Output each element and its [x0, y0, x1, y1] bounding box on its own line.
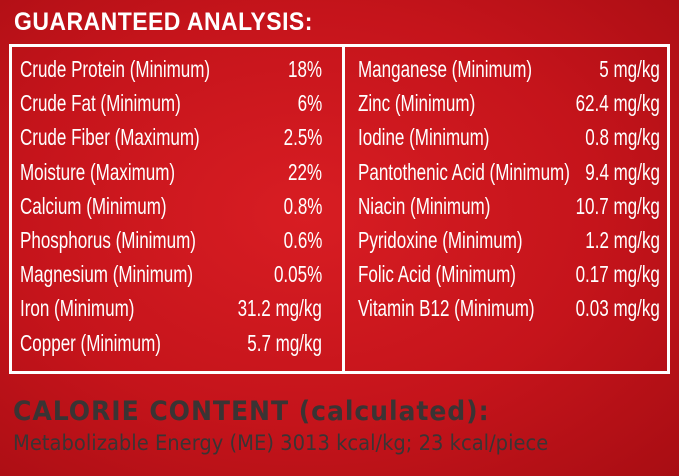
nutrient-value: 0.17 mg/kg: [575, 261, 660, 288]
nutrient-value: 18%: [287, 56, 322, 82]
nutrient-value: 10.7 mg/kg: [575, 192, 660, 219]
table-row: Iodine (Minimum) 0.8 mg/kg: [358, 121, 660, 155]
divider: [342, 47, 345, 371]
table-row: Vitamin B12 (Minimum) 0.03 mg/kg: [358, 292, 660, 326]
table-row: Zinc (Minimum) 62.4 mg/kg: [358, 87, 660, 121]
nutrient-name: Vitamin B12 (Minimum): [358, 295, 535, 322]
table-row: Crude Fat (Minimum) 6%: [20, 87, 322, 121]
nutrient-value: 31.2 mg/kg: [237, 295, 322, 322]
nutrient-name: Copper (Minimum): [20, 329, 161, 356]
nutrient-value: 0.6%: [283, 226, 322, 253]
nutrient-name: Niacin (Minimum): [358, 192, 491, 219]
nutrient-name: Crude Fat (Minimum): [20, 90, 181, 117]
table-row: Phosphorus (Minimum) 0.6%: [20, 224, 322, 258]
table-row: Pyridoxine (Minimum) 1.2 mg/kg: [358, 224, 660, 258]
nutrient-name: Crude Protein (Minimum): [20, 56, 211, 82]
table-row: Pantothenic Acid (Minimum) 9.4 mg/kg: [358, 156, 660, 190]
right-column: Manganese (Minimum) 5 mg/kg Zinc (Minimum)…: [358, 53, 660, 327]
nutrient-value: 0.03 mg/kg: [575, 295, 660, 322]
nutrient-name: Pantothenic Acid (Minimum): [358, 158, 570, 185]
calorie-text: Metabolizable Energy (ME) 3013 kcal/kg; …: [13, 431, 549, 455]
nutrient-value: 0.05%: [273, 261, 322, 288]
nutrient-value: 0.8 mg/kg: [585, 124, 660, 151]
nutrient-value: 5 mg/kg: [599, 56, 660, 82]
nutrient-value: 5.7 mg/kg: [247, 329, 322, 356]
table-row: Magnesium (Minimum) 0.05%: [20, 258, 322, 292]
nutrient-value: 9.4 mg/kg: [585, 158, 660, 185]
nutrient-value: 0.8%: [283, 192, 322, 219]
nutrient-name: Calcium (Minimum): [20, 192, 167, 219]
calorie-title: CALORIE CONTENT (calculated):: [13, 396, 490, 427]
table-row: Niacin (Minimum) 10.7 mg/kg: [358, 190, 660, 224]
nutrient-name: Iodine (Minimum): [358, 124, 490, 151]
title: GUARANTEED ANALYSIS:: [14, 8, 313, 36]
nutrient-value: 1.2 mg/kg: [585, 226, 660, 253]
table-row: Manganese (Minimum) 5 mg/kg: [358, 53, 660, 87]
table-row: Crude Protein (Minimum) 18%: [20, 53, 322, 87]
nutrient-name: Pyridoxine (Minimum): [358, 226, 523, 253]
table-row: Copper (Minimum) 5.7 mg/kg: [20, 327, 322, 361]
nutrient-name: Iron (Minimum): [20, 295, 135, 322]
nutrient-value: 6%: [297, 90, 322, 117]
table-row: Moisture (Maximum) 22%: [20, 156, 322, 190]
nutrient-value: 22%: [287, 158, 322, 185]
nutrient-name: Zinc (Minimum): [358, 90, 476, 117]
nutrient-name: Moisture (Maximum): [20, 158, 176, 185]
table-row: Calcium (Minimum) 0.8%: [20, 190, 322, 224]
left-column: Crude Protein (Minimum) 18% Crude Fat (Min…: [20, 53, 322, 361]
analysis-table: Crude Protein (Minimum) 18% Crude Fat (Min…: [9, 44, 670, 374]
nutrient-value: 2.5%: [283, 124, 322, 151]
table-row: Iron (Minimum) 31.2 mg/kg: [20, 292, 322, 326]
nutrient-name: Folic Acid (Minimum): [358, 261, 516, 288]
nutrient-name: Phosphorus (Minimum): [20, 226, 196, 253]
nutrient-name: Manganese (Minimum): [358, 56, 533, 82]
table-row: Folic Acid (Minimum) 0.17 mg/kg: [358, 258, 660, 292]
nutrient-name: Crude Fiber (Maximum): [20, 124, 200, 151]
nutrient-value: 62.4 mg/kg: [575, 90, 660, 117]
table-row: Crude Fiber (Maximum) 2.5%: [20, 121, 322, 155]
nutrient-name: Magnesium (Minimum): [20, 261, 194, 288]
